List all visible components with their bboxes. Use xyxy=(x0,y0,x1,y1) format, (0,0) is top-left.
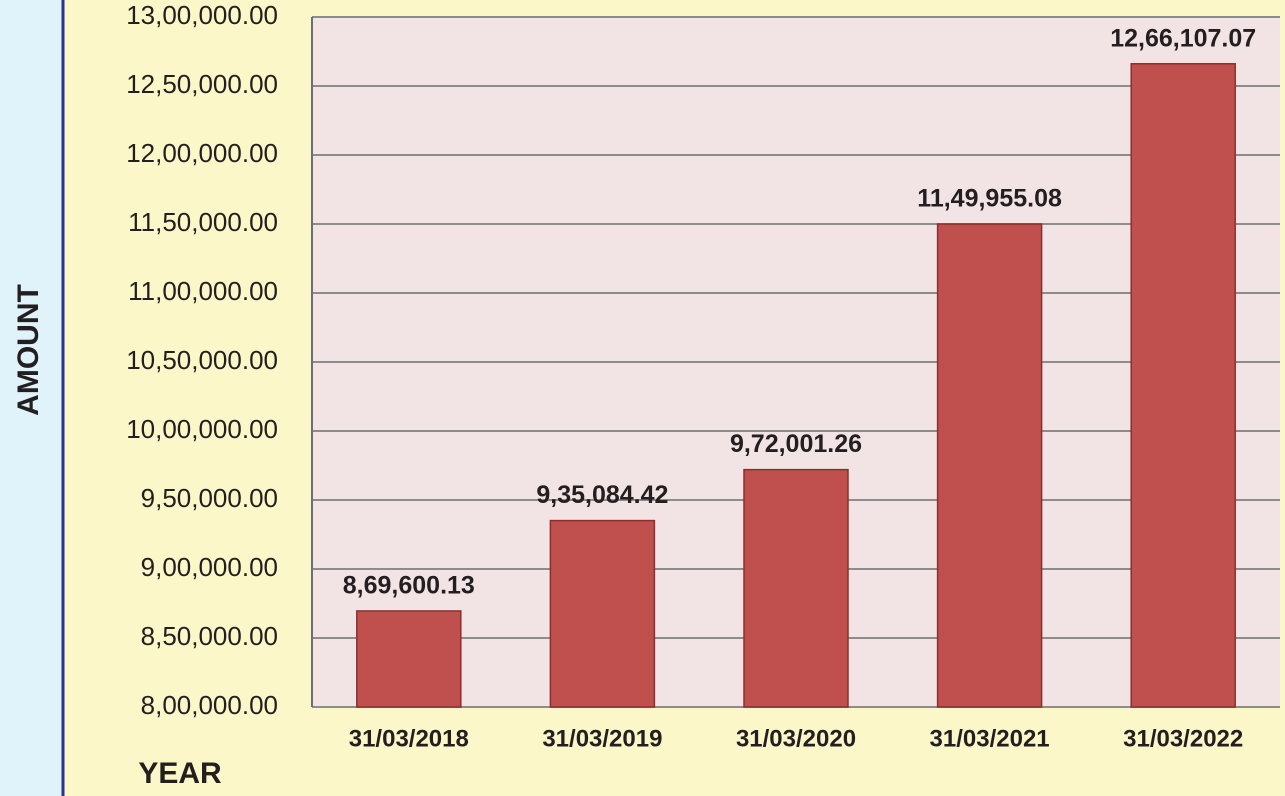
x-tick-label: 31/03/2022 xyxy=(1123,725,1243,752)
x-axis-label: YEAR xyxy=(138,757,222,790)
y-tick-label: 11,00,000.00 xyxy=(128,276,278,306)
bar xyxy=(356,610,462,708)
x-tick-label: 31/03/2019 xyxy=(542,725,662,752)
y-tick-label: 9,00,000.00 xyxy=(141,552,278,582)
y-tick-label: 10,00,000.00 xyxy=(126,414,278,444)
bar xyxy=(549,519,656,708)
y-tick-label: 11,50,000.00 xyxy=(128,207,278,237)
value-label: 11,49,955.08 xyxy=(917,185,1062,213)
y-tick-label: 8,00,000.00 xyxy=(141,690,278,720)
y-tick-label: 8,50,000.00 xyxy=(141,621,278,651)
side-strip xyxy=(0,0,62,796)
y-tick-label: 12,00,000.00 xyxy=(126,138,278,168)
x-tick-label: 31/03/2020 xyxy=(736,725,856,752)
value-label: 8,69,600.13 xyxy=(343,572,475,600)
y-tick-label: 10,50,000.00 xyxy=(126,345,278,375)
bar xyxy=(743,468,849,708)
bar xyxy=(1130,63,1236,708)
y-axis-label: AMOUNT xyxy=(12,284,45,416)
value-label: 9,35,084.42 xyxy=(536,481,668,509)
x-tick-label: 31/03/2018 xyxy=(349,725,469,752)
x-tick-label: 31/03/2021 xyxy=(930,725,1050,752)
bar xyxy=(936,223,1043,708)
y-tick-label: 12,50,000.00 xyxy=(126,69,278,99)
value-label: 9,72,001.26 xyxy=(730,430,862,458)
y-tick-label: 9,50,000.00 xyxy=(141,483,278,513)
y-tick-label: 13,00,000.00 xyxy=(126,0,278,30)
value-label: 12,66,107.07 xyxy=(1110,24,1256,52)
